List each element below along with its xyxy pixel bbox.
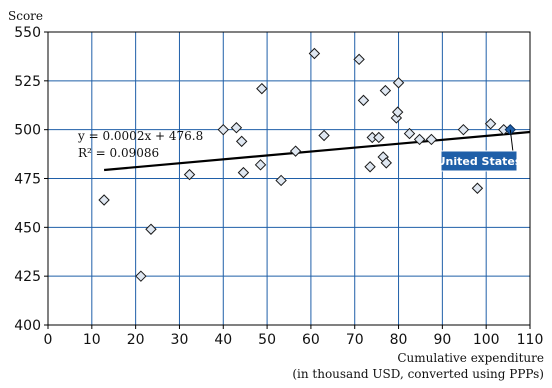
data-point xyxy=(471,182,484,194)
data-point xyxy=(183,168,196,181)
y-tick-label: 550 xyxy=(14,25,41,41)
data-points xyxy=(98,47,516,282)
y-tick-label: 525 xyxy=(14,74,41,90)
data-point xyxy=(484,118,497,130)
data-point xyxy=(373,131,385,144)
x-tick-label: 50 xyxy=(258,332,276,348)
data-point xyxy=(403,127,416,140)
data-point xyxy=(357,94,370,107)
data-point xyxy=(289,145,302,157)
tick-labels: 0 10 20 30 40 50 60 70 80 90 100 110 400 425 450 475 500… xyxy=(14,25,543,348)
data-point xyxy=(235,135,248,148)
data-point xyxy=(425,133,438,146)
x-tick-label: 80 xyxy=(390,332,408,348)
data-point xyxy=(391,106,404,118)
data-point xyxy=(392,77,405,89)
gridlines xyxy=(44,31,531,329)
y-tick-label: 425 xyxy=(14,269,41,285)
x-tick-label: 90 xyxy=(433,332,451,348)
trendline-equation: y = 0.0002x + 476.8 xyxy=(77,129,203,143)
y-tick-label: 500 xyxy=(14,123,41,139)
data-point xyxy=(256,82,268,95)
callout-label: United States xyxy=(437,155,522,168)
data-point xyxy=(457,123,470,136)
callout-box xyxy=(440,150,518,172)
y-tick-label: 450 xyxy=(14,220,41,236)
data-point xyxy=(379,84,392,97)
data-point xyxy=(353,53,365,66)
x-tick-label: 110 xyxy=(517,332,544,348)
data-point xyxy=(364,161,376,173)
data-point xyxy=(145,223,157,235)
data-point xyxy=(380,157,392,169)
y-tick-label: 475 xyxy=(14,172,41,188)
data-point xyxy=(135,270,147,282)
united-states-callout: United States xyxy=(437,129,522,172)
data-point xyxy=(98,194,110,206)
data-point xyxy=(230,122,243,134)
data-point xyxy=(275,174,287,187)
data-point xyxy=(308,47,321,60)
x-axis-subtitle: (in thousand USD, converted using PPPs) xyxy=(292,367,544,381)
x-tick-label: 0 xyxy=(44,332,53,348)
plot-area-frame xyxy=(47,31,531,326)
trendline xyxy=(103,130,531,172)
data-point xyxy=(217,123,229,136)
x-tick-label: 30 xyxy=(171,332,189,348)
data-point xyxy=(413,133,426,146)
data-point-highlighted xyxy=(504,123,516,136)
trendline-group xyxy=(103,130,531,172)
y-tick-label: 400 xyxy=(14,318,41,334)
callout-leader-line xyxy=(509,129,514,153)
x-tick-label: 20 xyxy=(127,332,145,348)
data-point xyxy=(237,166,250,179)
x-tick-label: 60 xyxy=(302,332,320,348)
data-point xyxy=(318,129,330,142)
x-tick-label: 100 xyxy=(473,332,500,348)
data-point xyxy=(254,159,267,171)
x-axis-title: Cumulative expenditure xyxy=(397,351,544,365)
y-axis-title: Score xyxy=(8,9,43,23)
x-tick-label: 40 xyxy=(214,332,232,348)
trendline-r-squared: R² = 0.09086 xyxy=(78,146,159,160)
x-tick-label: 10 xyxy=(83,332,101,348)
x-tick-label: 70 xyxy=(346,332,364,348)
